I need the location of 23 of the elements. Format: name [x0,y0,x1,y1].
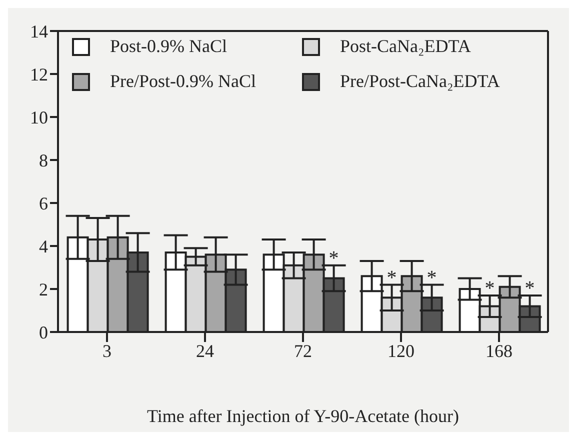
y-tick-label: 0 [39,322,48,342]
y-tick-label: 4 [39,236,48,256]
y-tick-label: 14 [30,21,48,42]
x-axis-title: Time after Injection of Y-90-Acetate (hour) [146,406,460,426]
annotation: * [484,278,495,300]
x-tick-label: 3 [102,340,112,361]
y-tick-label: 2 [39,279,48,300]
y-tick-label: 6 [39,193,48,214]
legend-label: Pre/Post-CaNa₂EDTA [340,71,500,92]
y-tick-label: 8 [39,150,48,170]
x-tick-label: 168 [486,340,512,361]
x-tick-label: 120 [388,340,414,361]
annotation: * [386,266,397,289]
annotation: * [328,248,339,270]
x-tick-label: 24 [196,340,214,361]
legend-label: Pre/Post-0.9% NaCl [110,71,256,92]
annotation: * [426,266,437,289]
y-tick-label: 12 [30,64,48,84]
legend-label: Post-CaNa₂EDTA [340,36,471,57]
legend-label: Post-0.9% NaCl [110,36,227,57]
y-tick-label: 10 [30,107,48,128]
annotation: * [524,278,535,300]
x-tick-label: 72 [294,340,312,361]
